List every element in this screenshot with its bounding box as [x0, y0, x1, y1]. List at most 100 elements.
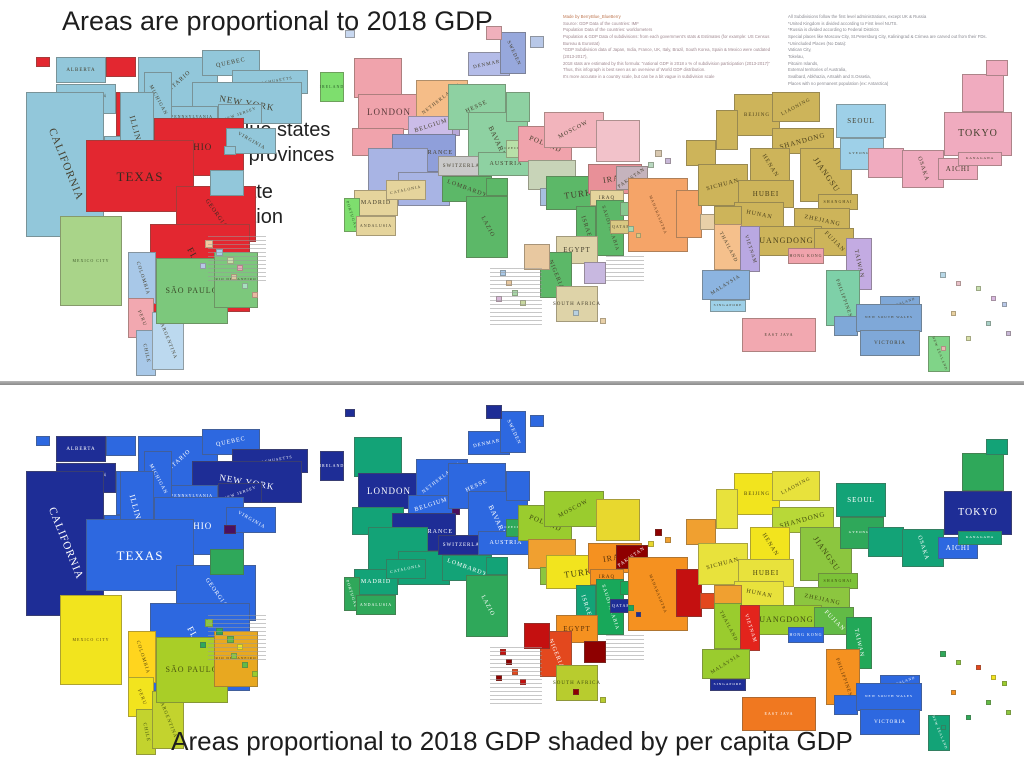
region-label-vietnam: VIETNAM — [742, 612, 758, 644]
region-saitama-north-top — [962, 74, 1004, 112]
region-colombia-top: COLOMBIA — [128, 252, 156, 304]
region-label-tokyo: TOKYO — [958, 507, 998, 518]
region-tokyo-bottom: TOKYO — [944, 491, 1012, 535]
region-label-new-south-wales: NEW SOUTH WALES — [865, 694, 913, 699]
mini-territory-dot-17 — [648, 541, 654, 547]
region-label-ireland: IRELAND — [319, 463, 345, 468]
region-kanagawa-bottom: KANAGAWA — [958, 531, 1002, 545]
text-line: Made by BerryBlue_BlueBerry — [563, 14, 621, 19]
region-label-seoul: SEOUL — [847, 495, 875, 504]
region-label-argentina: ARGENTINA — [158, 322, 178, 360]
region-henan-bottom: HENAN — [750, 527, 790, 563]
mini-territory-dot-15 — [655, 150, 662, 157]
region-label-italy-south: LAZIO — [478, 594, 496, 618]
mini-territory-dot-4 — [200, 263, 206, 269]
region-district-of-columbia-top — [224, 146, 236, 155]
mini-territory-dot-6 — [242, 283, 248, 289]
mini-territory-dot-23 — [991, 296, 996, 301]
region-label-fujian: FUJIAN — [822, 230, 846, 254]
region-alberta-bottom: ALBERTA — [56, 436, 106, 462]
region-label-indonesia: EAST JAVA — [764, 332, 794, 337]
region-label-madrid: MADRID — [360, 200, 392, 206]
region-label-beijing: BEIJING — [744, 112, 770, 118]
text-line: External territories of Australia, — [788, 67, 847, 73]
text-line: Tokelau, — [788, 53, 805, 59]
region-veneto-bottom — [486, 557, 508, 575]
region-label-liaoning: LIAONING — [780, 97, 812, 117]
region-label-indonesia: EAST JAVA — [764, 711, 794, 716]
region-east-africa-bottom — [584, 641, 606, 663]
region-new-south-wales-bottom: NEW SOUTH WALES — [856, 683, 922, 711]
region-mexico-top: MEXICO CITY — [60, 216, 122, 306]
region-indonesia-bottom: EAST JAVA — [742, 697, 816, 731]
mini-territory-dot-16 — [665, 537, 671, 543]
region-hokkaido-bottom — [986, 439, 1008, 455]
mini-territory-dot-7 — [252, 292, 258, 298]
region-malaysia-bottom: MALAYSIA — [702, 649, 750, 679]
text-line: Source: GDP Data of the countries: IMF — [563, 20, 639, 26]
region-iceland-bottom — [345, 409, 355, 417]
page-title: Areas are proportional to 2018 GDP — [62, 6, 493, 36]
text-line: *Unincluded Places (No Data): — [788, 40, 847, 46]
mini-territory-dot-4 — [200, 642, 206, 648]
region-district-of-columbia-bottom — [224, 525, 236, 534]
mini-territory-dot-26 — [986, 321, 991, 326]
region-label-peru: PERU — [135, 688, 147, 706]
region-label-sao-paulo: SÃO PAULO — [165, 665, 219, 674]
region-label-london: LONDON — [367, 485, 411, 496]
mini-territory-dot-7 — [252, 671, 258, 677]
region-label-south-africa: SOUTH AFRICA — [553, 680, 601, 686]
region-colombia-bottom: COLOMBIA — [128, 631, 156, 683]
region-henan-top: HENAN — [750, 148, 790, 184]
region-label-guangdong: GUANGDONG — [752, 236, 814, 245]
text-line: *United Kingdom is divided according to … — [788, 20, 898, 26]
region-sweden-bottom: SWEDEN — [500, 411, 526, 453]
bottom-caption: Areas proportional to 2018 GDP shaded by… — [171, 726, 853, 756]
region-label-aichi: AICHI — [945, 543, 971, 552]
region-osaka-top: OSAKA — [902, 150, 944, 188]
region-label-thailand: THAILAND — [717, 230, 739, 264]
region-andalusia-bottom: ANDALUSIA — [356, 595, 396, 615]
region-label-andalusia: ANDALUSIA — [359, 602, 393, 607]
region-new-south-wales-top: NEW SOUTH WALES — [856, 304, 922, 332]
region-label-malaysia: MALAYSIA — [710, 652, 742, 676]
mini-territory-dot-18 — [628, 226, 634, 232]
mini-territory-dot-20 — [940, 272, 946, 278]
region-label-osaka: OSAKA — [916, 534, 930, 562]
region-label-virginia: VIRGINIA — [236, 510, 266, 530]
region-ireland-top: IRELAND — [320, 72, 344, 102]
mini-territory-dot-23 — [991, 675, 996, 680]
region-label-colombia: COLOMBIA — [134, 639, 150, 675]
region-label-texas: TEXAS — [116, 168, 164, 184]
region-carolinas-top — [210, 170, 244, 196]
region-label-chile: CHILE — [141, 342, 151, 364]
mini-territory-dot-15 — [655, 529, 662, 536]
region-label-hong-kong: HONG KONG — [789, 632, 823, 637]
mini-territory-dot-21 — [956, 281, 961, 286]
region-label-victoria: VICTORIA — [874, 719, 906, 725]
region-italy-south-top: LAZIO — [466, 196, 508, 258]
region-hebei-tianjin-top — [716, 110, 738, 150]
region-russia-fds-top — [596, 120, 640, 162]
region-label-moscow: MOSCOW — [558, 498, 590, 520]
mini-territory-dot-25 — [951, 690, 956, 695]
region-hong-kong-top: HONG KONG — [788, 248, 824, 264]
subdivision-notes-block: All Subdivisions follow the first level … — [788, 14, 1013, 87]
mini-territory-dot-13 — [573, 689, 579, 695]
mini-territory-dot-28 — [966, 336, 971, 341]
region-label-shanghai: SHANGHAI — [823, 199, 853, 204]
mini-territory-dot-27 — [1006, 710, 1011, 715]
region-malaysia-top: MALAYSIA — [702, 270, 750, 300]
region-label-kanagawa: KANAGAWA — [965, 156, 995, 161]
region-berlin-saxony-top — [506, 92, 530, 122]
region-finland-bottom — [530, 415, 544, 427]
mini-territory-dot-24 — [1002, 681, 1007, 686]
region-label-new-zealand: NEW ZEALAND — [931, 336, 949, 372]
region-label-guangdong: GUANGDONG — [752, 615, 814, 624]
text-line: *Russia is divided according to Federal … — [788, 27, 879, 33]
region-alberta-top: ALBERTA — [56, 57, 106, 83]
text-line: Vatican City, — [788, 47, 812, 53]
region-label-osaka: OSAKA — [916, 155, 930, 183]
region-western-australia-top — [834, 316, 858, 336]
region-saitama-north-bottom — [962, 453, 1004, 491]
